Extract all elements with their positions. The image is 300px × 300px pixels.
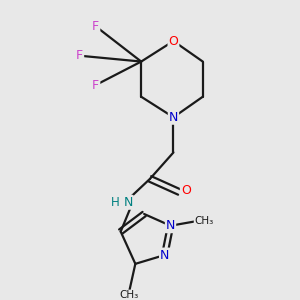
Text: N: N	[123, 196, 133, 209]
Text: H: H	[111, 196, 120, 209]
Text: O: O	[181, 184, 191, 197]
Text: N: N	[160, 248, 169, 262]
Text: F: F	[76, 49, 83, 62]
Text: F: F	[92, 20, 99, 33]
Text: N: N	[166, 219, 175, 232]
Text: O: O	[169, 34, 178, 47]
Text: CH₃: CH₃	[195, 216, 214, 226]
Text: N: N	[169, 111, 178, 124]
Text: CH₃: CH₃	[120, 290, 139, 300]
Text: F: F	[92, 79, 99, 92]
